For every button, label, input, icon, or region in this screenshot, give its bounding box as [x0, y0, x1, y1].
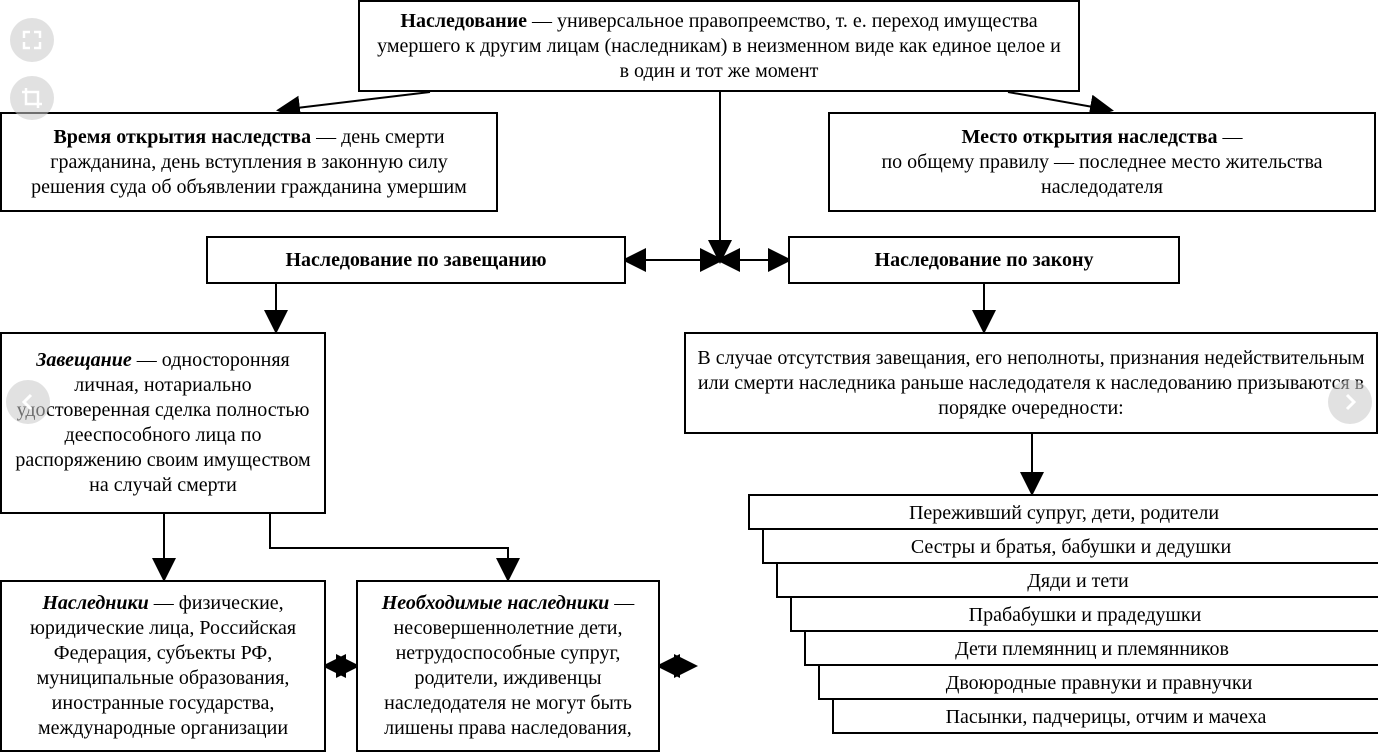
arrow [280, 92, 430, 110]
expand-icon [20, 28, 44, 52]
heir-order-card: Дети племянниц и племянников [804, 630, 1378, 666]
heir-order-card: Сестры и братья, бабушки и дедушки [762, 528, 1378, 564]
crop-icon [20, 86, 44, 110]
node-title: Завещание [36, 349, 132, 371]
node-text: — односторонняя личная, нотариально удос… [15, 349, 310, 496]
node-title: Необходимые наследники [382, 592, 610, 614]
heir-order-card: Пасынки, падчерицы, отчим и мачеха [832, 698, 1378, 734]
node-text: — физические, юридические лица, Российск… [30, 592, 296, 739]
arrow [270, 514, 508, 578]
next-button[interactable] [1328, 380, 1372, 424]
node-time-of-opening: Время открытия наследства — день смерти … [0, 112, 498, 212]
node-text: по общему правилу — последнее место жите… [881, 151, 1322, 198]
node-will-definition: Завещание — односторонняя личная, нотари… [0, 332, 326, 514]
node-text: — несовершеннолетние дети, нетрудоспособ… [384, 592, 634, 739]
node-title: Наследование [400, 10, 527, 32]
chevron-left-icon [16, 390, 40, 414]
node-required-heirs: Необходимые наследники — несовершеннолет… [356, 580, 660, 752]
chevron-right-icon [1338, 390, 1362, 414]
node-title: Наследники [42, 592, 148, 614]
heir-order-card: Переживший супруг, дети, родители [748, 494, 1378, 530]
node-by-law: Наследование по закону [788, 236, 1180, 284]
node-text: — [1218, 126, 1243, 148]
prev-button[interactable] [6, 380, 50, 424]
expand-button[interactable] [10, 18, 54, 62]
node-inheritance-definition: Наследование — универсальное правопреемс… [358, 0, 1080, 92]
arrow [1008, 92, 1110, 110]
crop-button[interactable] [10, 76, 54, 120]
node-title: Наследование по закону [875, 249, 1094, 271]
node-title: Место открытия наследства [961, 126, 1217, 148]
node-by-will: Наследование по завещанию [206, 236, 626, 284]
node-title: Время открытия наследства [53, 126, 311, 148]
node-place-of-opening: Место открытия наследства — по общему пр… [828, 112, 1376, 212]
node-heirs: Наследники — физические, юридические лиц… [0, 580, 326, 752]
heir-order-card: Дяди и тети [776, 562, 1378, 598]
node-text: В случае отсутствия завещания, его непол… [697, 347, 1364, 419]
heir-order-card: Прабабушки и прадедушки [790, 596, 1378, 632]
heir-order-card: Двоюродные правнуки и правнучки [818, 664, 1378, 700]
node-title: Наследование по завещанию [285, 249, 546, 271]
node-law-condition: В случае отсутствия завещания, его непол… [684, 332, 1378, 434]
